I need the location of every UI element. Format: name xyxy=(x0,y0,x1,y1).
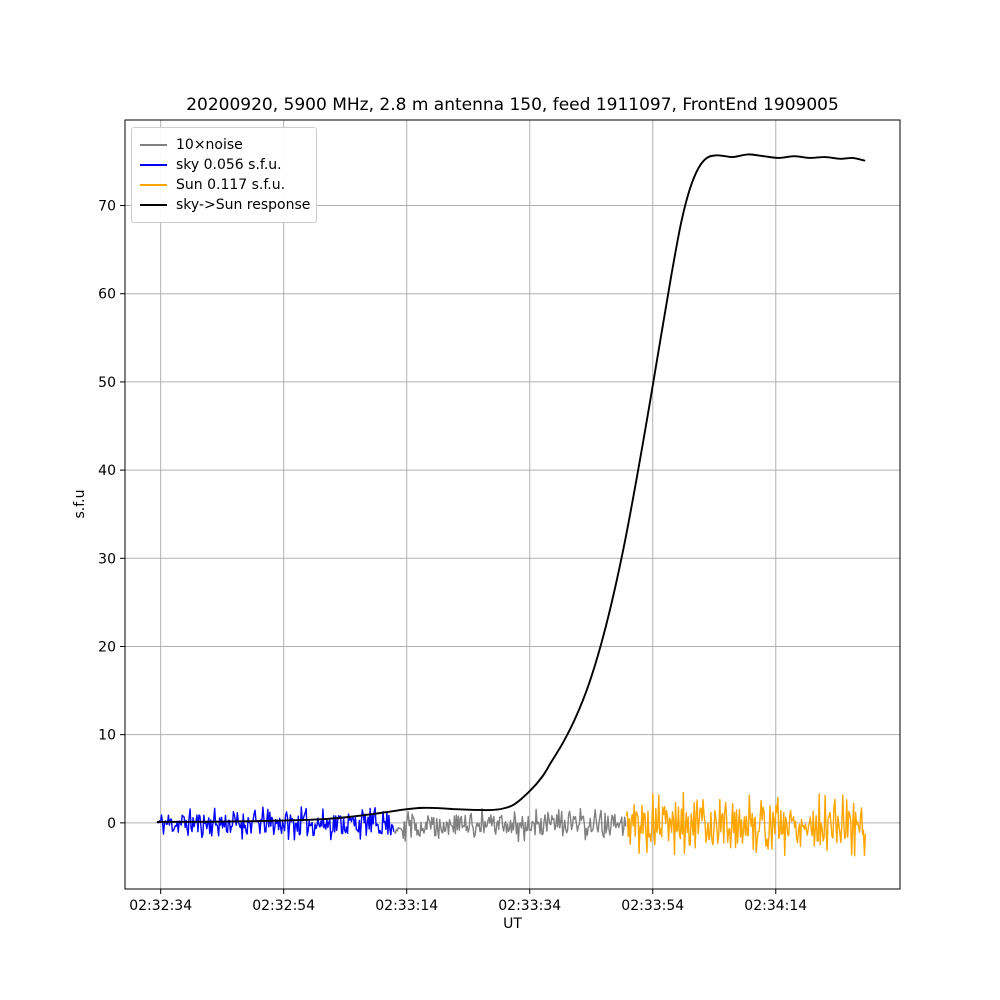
series-sun-0-117-s-f-u- xyxy=(625,791,867,857)
x-tick-label: 02:32:34 xyxy=(129,898,192,914)
y-tick-label: 70 xyxy=(98,199,116,215)
legend-line-sample xyxy=(140,184,167,186)
x-tick-label: 02:34:14 xyxy=(744,898,807,914)
y-tick-label: 10 xyxy=(98,728,116,744)
legend-entry-label: sky->Sun response xyxy=(176,197,311,213)
x-tick-label: 02:33:54 xyxy=(621,898,684,914)
legend-entry-label: 10×noise xyxy=(176,137,243,153)
legend-entry: Sun 0.117 s.f.u. xyxy=(140,175,306,195)
legend-entry: 10×noise xyxy=(140,135,306,155)
x-tick-label: 02:32:54 xyxy=(252,898,315,914)
legend-entry-label: Sun 0.117 s.f.u. xyxy=(176,177,286,193)
x-tick-label: 02:33:14 xyxy=(375,898,438,914)
legend-line-sample xyxy=(140,164,167,166)
series-sky-0-056-s-f-u- xyxy=(157,806,395,841)
x-tick-label: 02:33:34 xyxy=(498,898,561,914)
y-tick-label: 0 xyxy=(107,816,116,832)
chart-title: 20200920, 5900 MHz, 2.8 m antenna 150, f… xyxy=(186,95,839,115)
y-tick-label: 30 xyxy=(98,551,116,567)
legend-entry: sky 0.056 s.f.u. xyxy=(140,155,306,175)
legend-entry-label: sky 0.056 s.f.u. xyxy=(176,157,282,173)
y-tick-label: 60 xyxy=(98,287,116,303)
legend-line-sample xyxy=(140,204,167,206)
series-10-noise xyxy=(393,807,627,843)
y-tick-label: 40 xyxy=(98,463,116,479)
legend-box: 10×noise sky 0.056 s.f.u. Sun 0.117 s.f.u.… xyxy=(131,127,317,223)
legend-entry: sky->Sun response xyxy=(140,195,310,215)
series-sky-sun-response xyxy=(156,153,866,823)
legend-line-sample xyxy=(140,144,167,146)
y-tick-label: 50 xyxy=(98,375,116,391)
y-tick-label: 20 xyxy=(98,639,116,655)
y-axis-label: s.f.u xyxy=(72,489,88,519)
axes-frame xyxy=(124,119,901,890)
x-axis-label: UT xyxy=(503,916,522,932)
